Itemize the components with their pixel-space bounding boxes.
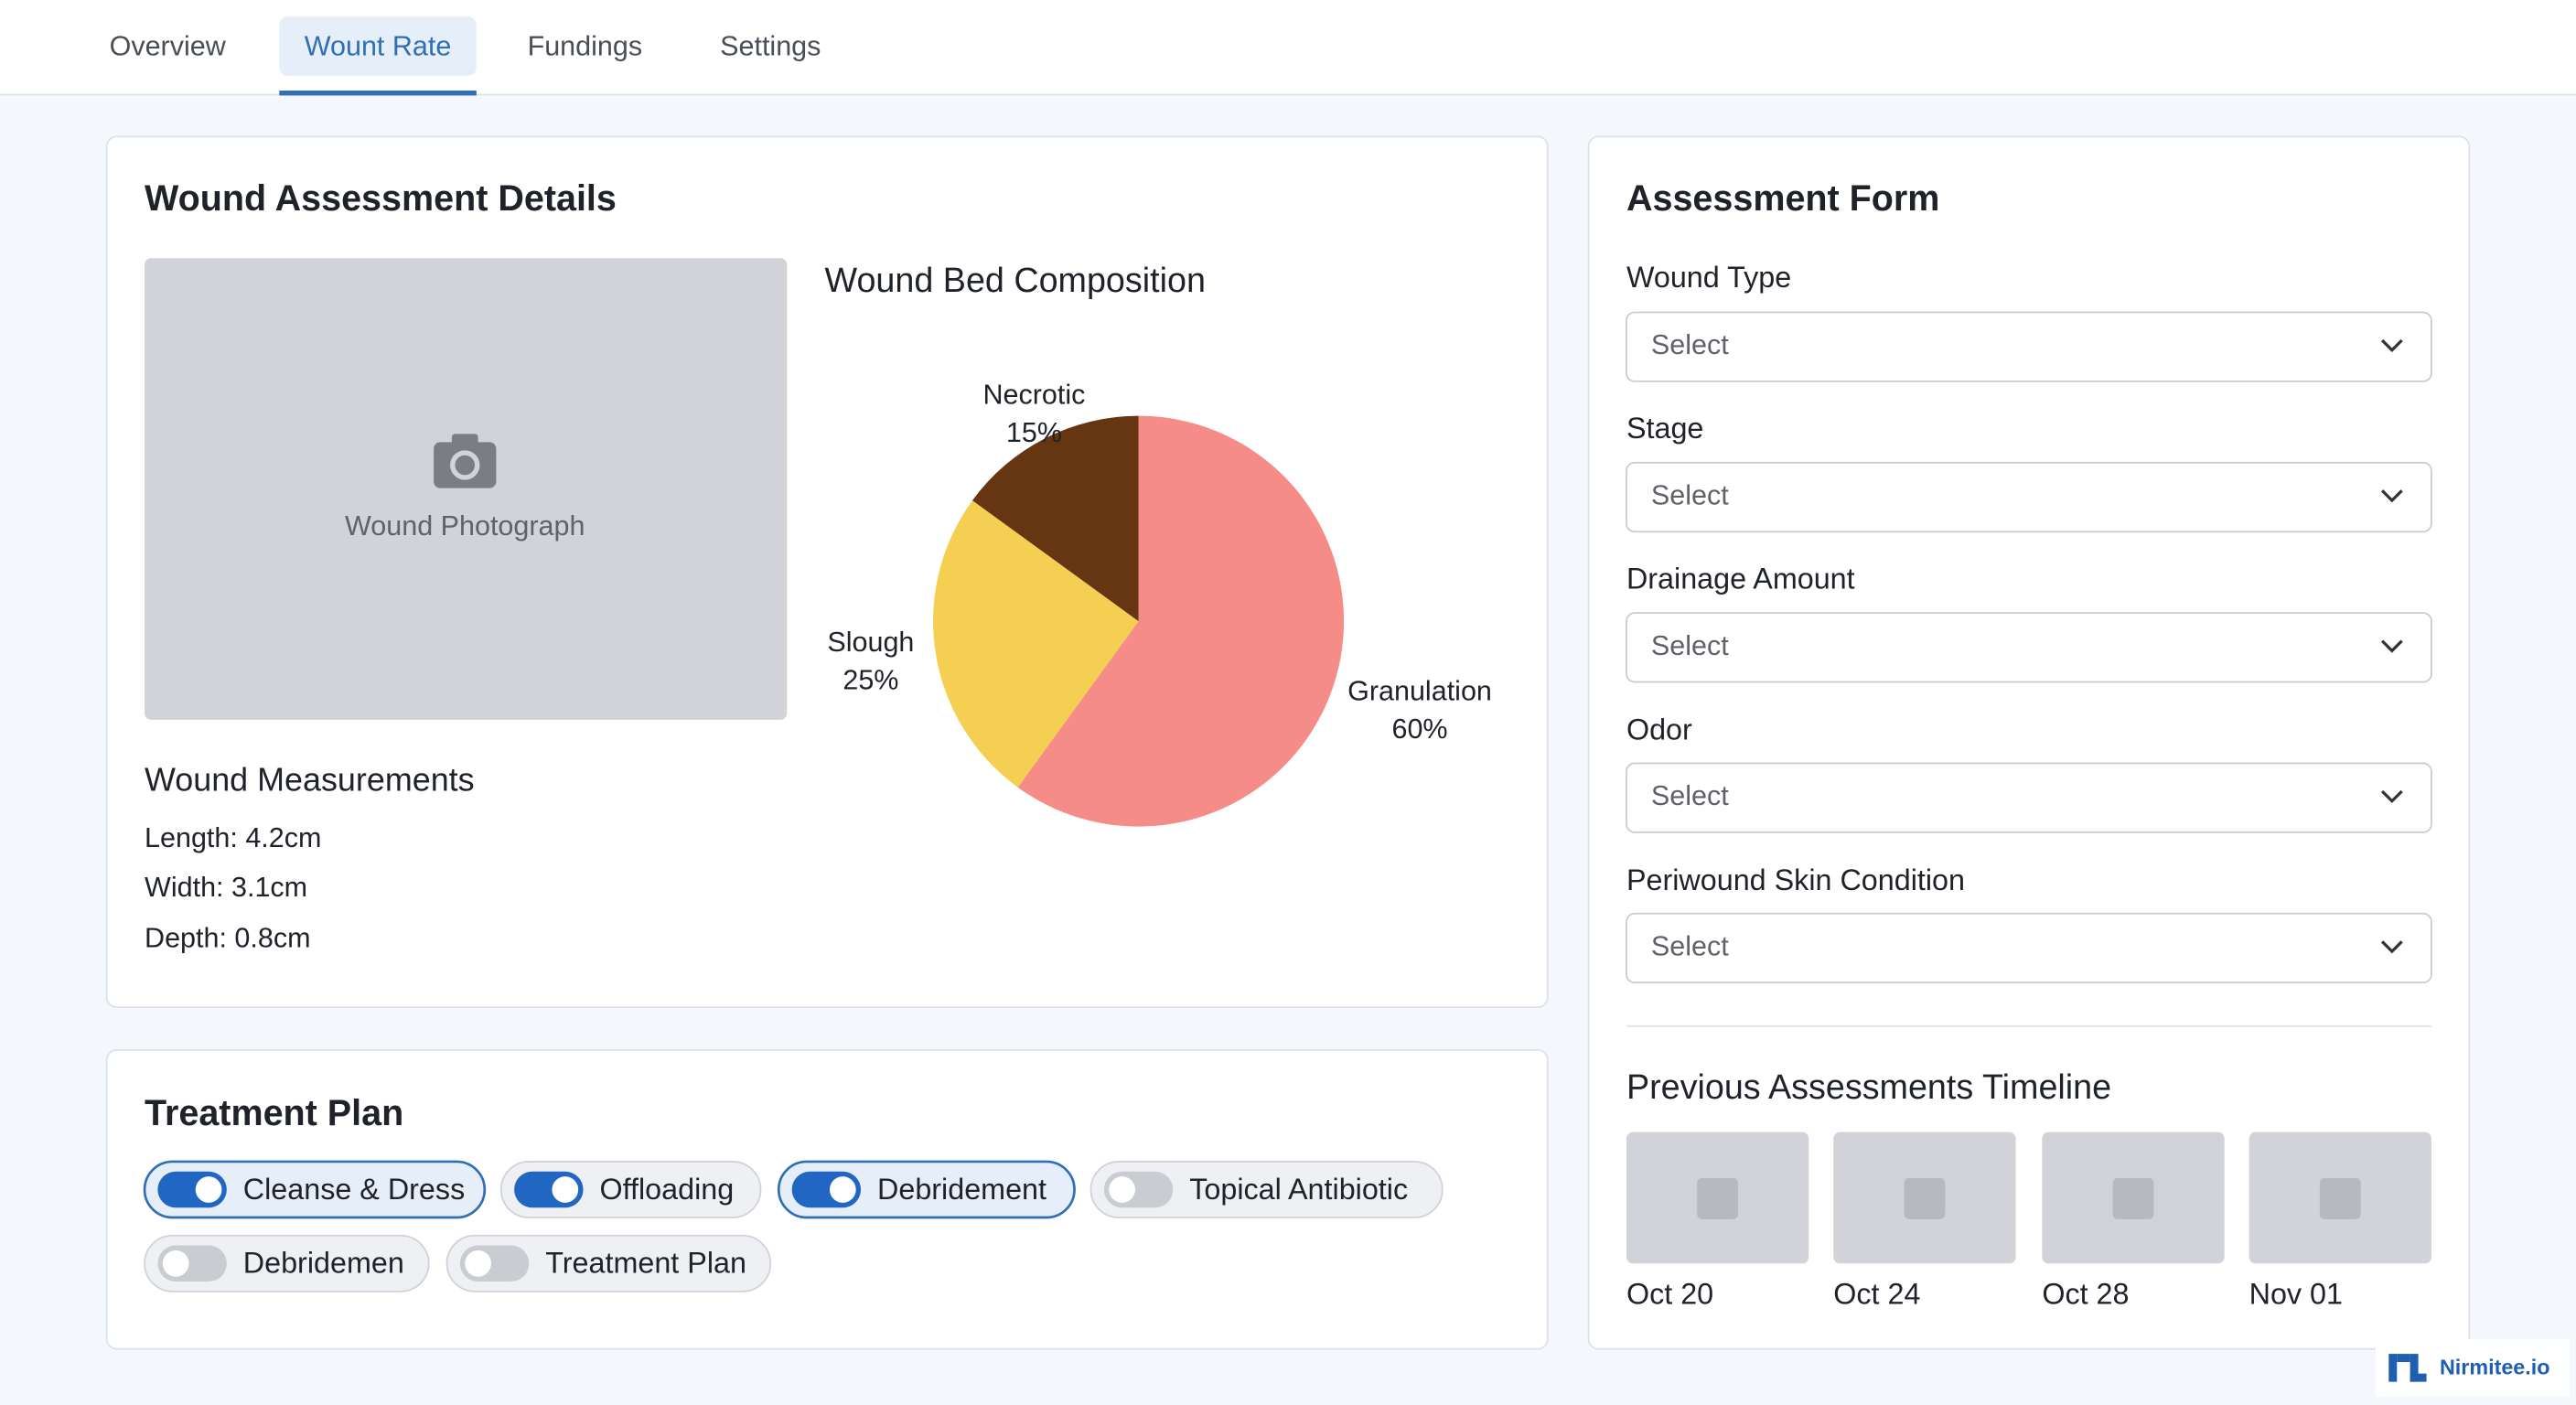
thumb-icon [2112, 1177, 2154, 1219]
timeline-date: Oct 24 [1833, 1278, 1920, 1311]
pie-slice [933, 500, 1139, 788]
pie-title: Wound Bed Composition [825, 261, 1206, 299]
timeline-date: Nov 01 [2249, 1278, 2343, 1311]
select-placeholder: Select [1651, 780, 1729, 811]
select-box[interactable] [1626, 762, 2432, 833]
treatment-title: Treatment Plan [145, 1093, 403, 1133]
tab[interactable]: Settings [720, 30, 821, 61]
chip-label: Cleanse & Dress [243, 1173, 465, 1206]
toggle-knob [465, 1249, 491, 1277]
measurement: Depth: 0.8cm [145, 923, 310, 954]
chip-label: Debridement [877, 1173, 1046, 1206]
treatment-option[interactable]: Topical Antibiotic [1089, 1161, 1444, 1218]
tab[interactable]: Fundings [528, 30, 643, 61]
toggle-knob [195, 1176, 222, 1203]
details-title: Wound Assessment Details [145, 178, 617, 219]
chip [1089, 1161, 1444, 1218]
pie-value-label: 15% [1006, 417, 1062, 448]
pie-label: Slough [827, 627, 914, 658]
select-box[interactable] [1626, 311, 2432, 382]
toggle-knob [552, 1176, 579, 1203]
field-label: Drainage Amount [1626, 563, 1855, 595]
toggle-knob [1109, 1176, 1135, 1203]
chip [445, 1234, 772, 1292]
treatment-option[interactable]: Debridement [777, 1160, 1076, 1219]
pie-value-label: 25% [843, 664, 898, 695]
measurements-title: Wound Measurements [145, 761, 475, 799]
thumb-icon [1904, 1177, 1946, 1219]
camera-icon [434, 434, 497, 488]
field-label: Periwound Skin Condition [1626, 863, 1965, 896]
field-label: Odor [1626, 713, 1692, 745]
form-card [1587, 135, 2471, 1350]
form-title: Assessment Form [1626, 178, 1939, 219]
photo-label: Wound Photograph [345, 510, 585, 542]
timeline-date: Oct 20 [1626, 1278, 1713, 1311]
brand-logo [2388, 1354, 2427, 1382]
tab[interactable]: Wount Rate [305, 30, 452, 61]
tab-underline [279, 91, 477, 96]
chip-label: Offloading [600, 1173, 735, 1206]
select-placeholder: Select [1651, 480, 1729, 511]
thumb-icon [1697, 1177, 1739, 1219]
select-box[interactable] [1626, 612, 2432, 683]
chip-label: Topical Antibiotic [1189, 1173, 1408, 1206]
chip-label: Treatment Plan [545, 1247, 746, 1280]
pie-label: Granulation [1347, 676, 1492, 707]
toggle-knob [162, 1249, 189, 1277]
toggle-knob [829, 1176, 856, 1203]
brand-name: Nirmitee.io [2440, 1355, 2550, 1378]
treatment-option[interactable]: Cleanse & Dress [143, 1160, 487, 1219]
pie-slice [1017, 415, 1345, 827]
chevron [2380, 940, 2403, 954]
treatment-option[interactable]: Offloading [499, 1161, 762, 1218]
photo-placeholder[interactable] [145, 258, 788, 720]
pie-value-label: 60% [1391, 713, 1447, 745]
thumb-icon [2319, 1177, 2361, 1219]
brand-box [2375, 1338, 2570, 1397]
pie-label: Necrotic [982, 380, 1085, 411]
field-label: Stage [1626, 412, 1703, 445]
chevron [2380, 789, 2403, 804]
select-placeholder: Select [1651, 329, 1729, 360]
select-placeholder: Select [1651, 931, 1729, 962]
chevron [2380, 338, 2403, 353]
timeline-date: Oct 28 [2042, 1278, 2129, 1311]
chip-label: Debridemen [243, 1247, 404, 1280]
tab[interactable]: Overview [110, 30, 227, 61]
chevron [2380, 489, 2403, 503]
treatment-option[interactable]: Debridemen [144, 1234, 430, 1292]
field-label: Wound Type [1626, 261, 1791, 294]
select-box[interactable] [1626, 912, 2432, 984]
measurement: Length: 4.2cm [145, 822, 321, 853]
chip [143, 1160, 487, 1219]
select-box[interactable] [1626, 461, 2432, 533]
select-placeholder: Select [1651, 630, 1729, 661]
measurement: Width: 3.1cm [145, 872, 307, 903]
chevron [2380, 639, 2403, 653]
treatment-option[interactable]: Treatment Plan [445, 1234, 772, 1292]
tab-active-bg [279, 16, 477, 76]
timeline-title: Previous Assessments Timeline [1626, 1067, 2111, 1106]
pie-slice [971, 415, 1139, 622]
